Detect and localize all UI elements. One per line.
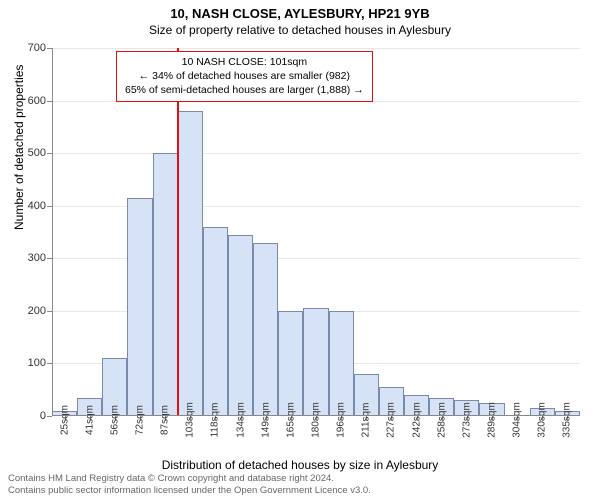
annotation-line: 65% of semi-detached houses are larger (…: [125, 83, 364, 97]
histogram-bar: [303, 308, 328, 416]
xtick-label: 149sqm: [260, 402, 271, 438]
ytick-label: 200: [28, 305, 46, 317]
xtick-label: 87sqm: [160, 405, 171, 435]
xtick-label: 196sqm: [336, 402, 347, 438]
xtick-label: 335sqm: [562, 402, 573, 438]
histogram-bar: [228, 235, 253, 416]
xtick-label: 211sqm: [361, 403, 372, 438]
histogram-bar: [127, 198, 152, 416]
footer-line: Contains public sector information licen…: [8, 485, 592, 497]
plot-area: 010020030040050060070025sqm41sqm56sqm72s…: [52, 48, 580, 416]
ytick-mark: [47, 416, 52, 417]
xtick-label: 72sqm: [135, 405, 146, 435]
histogram-chart: 010020030040050060070025sqm41sqm56sqm72s…: [52, 48, 580, 416]
xtick-label: 41sqm: [84, 405, 95, 435]
histogram-bar: [153, 153, 178, 416]
ytick-label: 0: [40, 410, 46, 422]
y-axis-label: Number of detached properties: [12, 65, 26, 230]
footer-line: Contains HM Land Registry data © Crown c…: [8, 473, 592, 485]
xtick-label: 56sqm: [109, 405, 120, 435]
histogram-bar: [278, 311, 303, 416]
histogram-bar: [329, 311, 354, 416]
ytick-label: 300: [28, 252, 46, 264]
xtick-label: 118sqm: [210, 403, 221, 438]
xtick-label: 289sqm: [487, 402, 498, 438]
page-title: 10, NASH CLOSE, AYLESBURY, HP21 9YB: [0, 0, 600, 21]
ytick-label: 100: [28, 357, 46, 369]
xtick-label: 304sqm: [512, 402, 523, 438]
xtick-label: 242sqm: [411, 402, 422, 438]
histogram-bar: [203, 227, 228, 416]
xtick-label: 25sqm: [59, 405, 70, 435]
xtick-label: 320sqm: [537, 402, 548, 438]
xtick-label: 258sqm: [436, 402, 447, 438]
xtick-label: 273sqm: [461, 402, 472, 438]
gridline: [52, 48, 580, 49]
page-subtitle: Size of property relative to detached ho…: [0, 21, 600, 37]
xtick-label: 134sqm: [235, 402, 246, 438]
y-axis: [52, 48, 53, 416]
x-axis: [52, 415, 580, 416]
annotation-line: 10 NASH CLOSE: 101sqm: [125, 55, 364, 69]
ytick-label: 600: [28, 95, 46, 107]
xtick-label: 180sqm: [311, 402, 322, 438]
ytick-label: 400: [28, 200, 46, 212]
annotation-line: ← 34% of detached houses are smaller (98…: [125, 69, 364, 83]
xtick-label: 165sqm: [285, 402, 296, 438]
annotation-box: 10 NASH CLOSE: 101sqm← 34% of detached h…: [116, 51, 373, 102]
xtick-label: 227sqm: [386, 402, 397, 438]
x-axis-label: Distribution of detached houses by size …: [0, 458, 600, 472]
histogram-bar: [178, 111, 203, 416]
gridline: [52, 153, 580, 154]
ytick-label: 500: [28, 147, 46, 159]
xtick-label: 103sqm: [185, 402, 196, 438]
ytick-label: 700: [28, 42, 46, 54]
histogram-bar: [253, 243, 278, 416]
reference-line: [177, 48, 179, 416]
attribution-footer: Contains HM Land Registry data © Crown c…: [0, 473, 600, 497]
